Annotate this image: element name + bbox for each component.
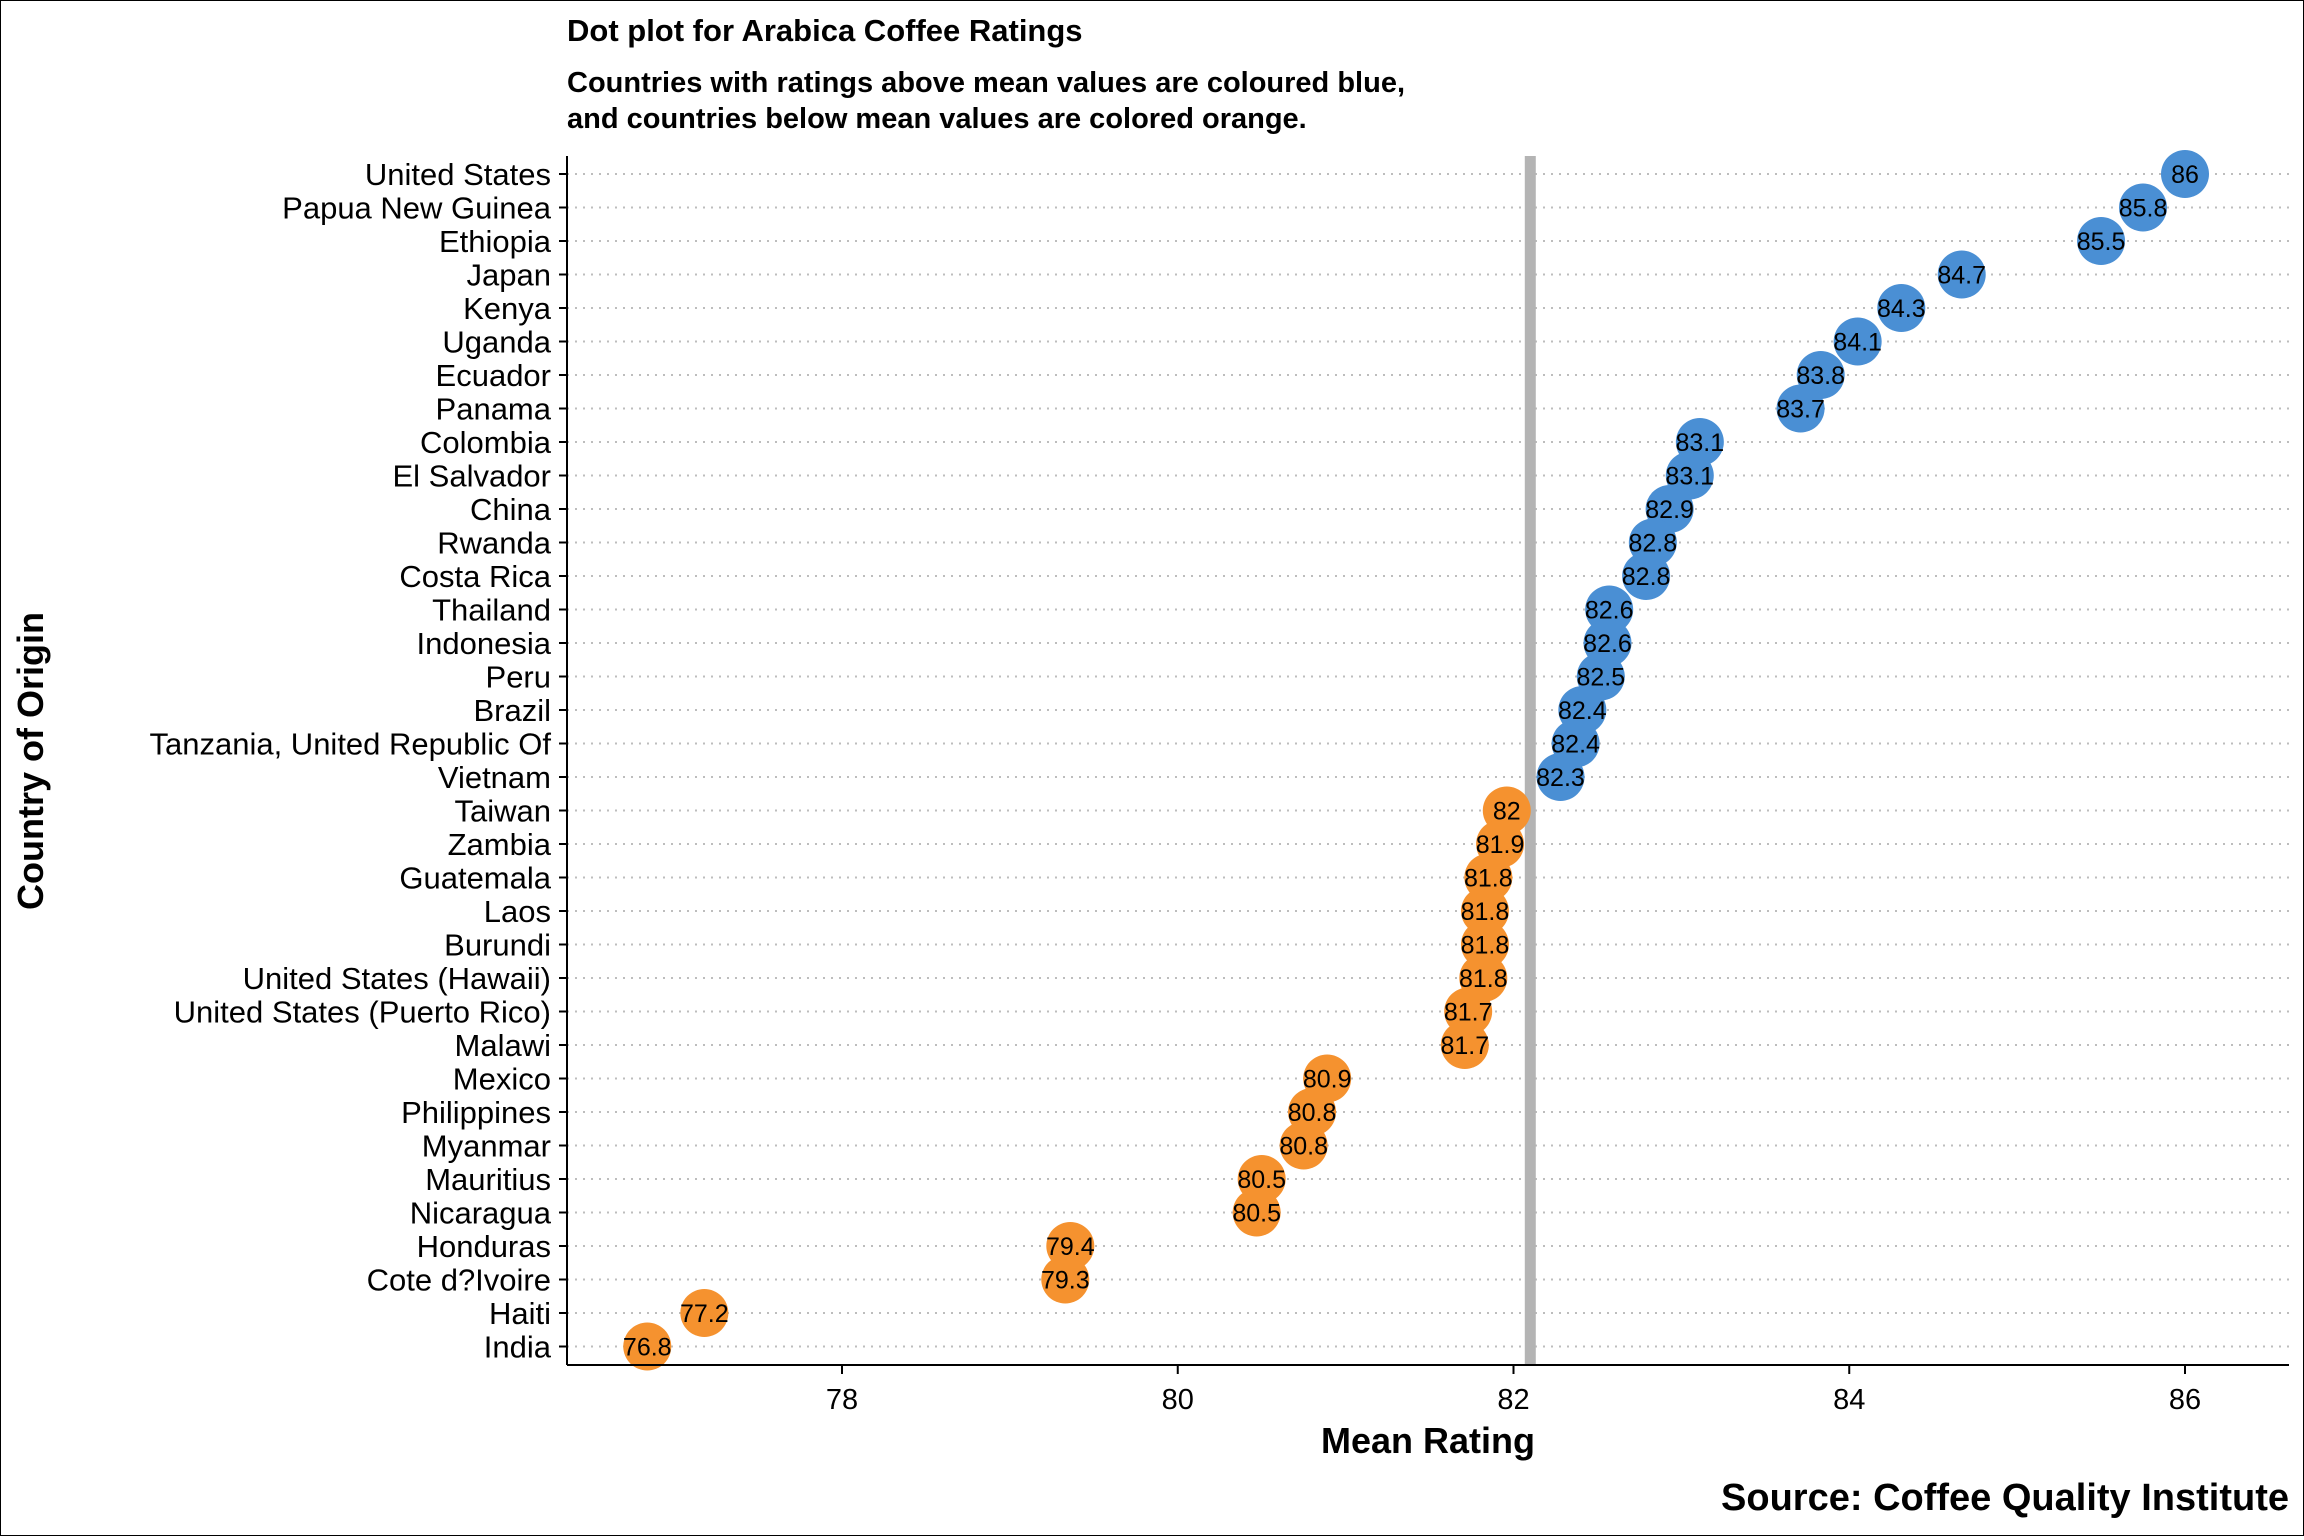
y-tick-label: Ethiopia <box>439 224 552 259</box>
y-tick-label: Indonesia <box>417 626 552 661</box>
data-label: 85.5 <box>2077 228 2126 256</box>
data-label: 82.8 <box>1629 530 1678 558</box>
y-tick-label: Haiti <box>489 1296 551 1331</box>
y-tick-label: United States (Hawaii) <box>243 961 551 996</box>
gridlines <box>567 173 2289 1348</box>
y-tick-label: Malawi <box>455 1028 551 1063</box>
data-label: 80.5 <box>1232 1200 1281 1228</box>
data-label: 85.8 <box>2119 195 2168 223</box>
chart-title: Dot plot for Arabica Coffee Ratings <box>567 13 1083 48</box>
data-label: 84.3 <box>1877 295 1926 323</box>
y-tick-label: United States <box>365 157 551 192</box>
data-point <box>623 1322 672 1371</box>
data-label: 82.8 <box>1622 563 1671 591</box>
x-tick-label: 82 <box>1497 1384 1529 1416</box>
chart-subtitle-line-2: and countries below mean values are colo… <box>567 103 1307 135</box>
y-tick-label: Rwanda <box>437 526 551 561</box>
data-points: 8685.885.584.784.384.183.883.783.183.182… <box>623 150 2209 1371</box>
y-tick-label: United States (Puerto Rico) <box>174 995 551 1030</box>
data-label: 80.8 <box>1288 1099 1337 1127</box>
x-axis-title: Mean Rating <box>1321 1420 1535 1461</box>
y-tick-label: Honduras <box>417 1229 551 1264</box>
y-tick-label: Papua New Guinea <box>282 191 552 226</box>
y-tick-label: Peru <box>486 660 551 695</box>
data-point <box>2077 217 2126 265</box>
data-point <box>2119 183 2168 232</box>
data-point <box>680 1289 729 1337</box>
y-tick-label: Costa Rica <box>399 559 551 594</box>
y-tick-label: Mauritius <box>425 1162 551 1197</box>
data-point <box>1041 1255 1090 1304</box>
y-tick-label: Taiwan <box>455 794 552 829</box>
y-tick-label: Kenya <box>463 291 552 326</box>
y-tick-label: China <box>470 492 552 527</box>
y-tick-label: Panama <box>436 392 552 427</box>
data-point <box>1622 552 1671 600</box>
y-tick-label: Uganda <box>442 325 551 360</box>
x-ticks: 78 80 82 84 86 <box>826 1365 2201 1416</box>
y-tick-label: Laos <box>484 894 551 929</box>
data-label: 84.7 <box>1937 262 1986 290</box>
y-tick-label: Guatemala <box>399 861 551 896</box>
data-label: 81.7 <box>1440 1032 1489 1060</box>
y-tick-label: Thailand <box>432 593 551 628</box>
y-tick-label: Burundi <box>444 928 551 963</box>
data-label: 86 <box>2171 161 2199 189</box>
data-label: 82.3 <box>1536 764 1585 792</box>
data-point <box>1279 1121 1328 1170</box>
y-tick-label: Vietnam <box>438 760 551 795</box>
data-point <box>1232 1188 1281 1237</box>
y-tick-label: Colombia <box>420 425 552 460</box>
x-tick-label: 78 <box>826 1384 858 1416</box>
data-label: 80.8 <box>1279 1133 1328 1161</box>
y-tick-label: Zambia <box>448 827 552 862</box>
y-axis-title: Country of Origin <box>10 612 51 910</box>
data-label: 82.6 <box>1583 630 1632 658</box>
x-tick-label: 80 <box>1162 1384 1194 1416</box>
data-point <box>1937 250 1986 299</box>
y-tick-label: Cote d?Ivoire <box>367 1263 551 1298</box>
data-point <box>1833 317 1882 366</box>
data-point <box>1460 887 1509 935</box>
y-tick-label: Japan <box>467 258 551 293</box>
y-tick-label: India <box>484 1330 552 1365</box>
data-label: 77.2 <box>680 1300 729 1328</box>
data-label: 79.3 <box>1041 1267 1090 1295</box>
y-tick-label: Myanmar <box>422 1129 551 1164</box>
data-point <box>2161 150 2209 198</box>
y-tick-label: Tanzania, United Republic Of <box>149 727 551 762</box>
chart-caption: Source: Coffee Quality Institute <box>1721 1477 2289 1519</box>
x-tick-label: 84 <box>1833 1384 1865 1416</box>
y-tick-label: El Salvador <box>392 459 551 494</box>
y-tick-label: Ecuador <box>436 358 551 393</box>
data-point <box>1440 1021 1489 1069</box>
y-tick-label: Mexico <box>453 1062 551 1097</box>
y-tick-label: Nicaragua <box>410 1196 552 1231</box>
data-point <box>1776 384 1825 433</box>
x-tick-label: 86 <box>2169 1384 2201 1416</box>
data-point <box>1536 753 1585 801</box>
data-label: 82.4 <box>1558 697 1607 725</box>
y-tick-label: Philippines <box>401 1095 551 1130</box>
data-label: 76.8 <box>623 1334 672 1362</box>
y-tick-label: Brazil <box>473 693 551 728</box>
chart-subtitle-line-1: Countries with ratings above mean values… <box>567 67 1405 99</box>
data-point <box>1877 284 1926 332</box>
data-label: 83.7 <box>1776 396 1825 424</box>
data-label: 84.1 <box>1833 329 1882 357</box>
